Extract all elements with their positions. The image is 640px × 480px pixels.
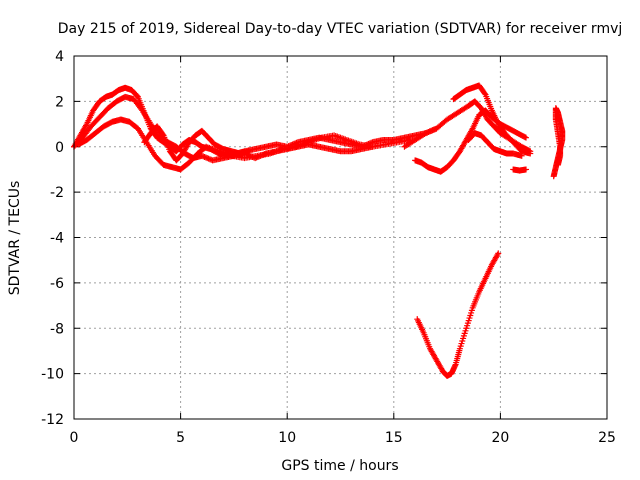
data-point [527, 150, 534, 157]
y-tick-label: -6 [50, 276, 64, 292]
y-tick-label: -10 [41, 367, 64, 383]
series-track-6 [412, 107, 529, 175]
y-tick-label: 2 [55, 94, 64, 110]
data-point [522, 166, 529, 173]
series-track-7 [450, 82, 534, 157]
plot-frame [73, 55, 608, 420]
data-point [159, 131, 166, 138]
tick-layer: 0 5 10 15 20 25 -12 -10 -8 -6 -4 -2 0 2 4 [41, 49, 616, 446]
x-tick-label: 5 [176, 430, 185, 446]
series-track-9 [510, 166, 529, 174]
series-track-4 [141, 123, 252, 164]
data-point [495, 250, 502, 257]
x-tick-label: 20 [491, 430, 509, 446]
data-layer [71, 82, 566, 379]
y-tick-label: 4 [55, 49, 64, 65]
x-tick-label: 15 [385, 430, 403, 446]
x-axis-label: GPS time / hours [281, 458, 398, 474]
data-point [518, 152, 525, 159]
y-axis-label: SDTVAR / TECUs [7, 181, 23, 296]
data-point [554, 161, 561, 168]
series-track-11 [414, 250, 502, 379]
x-tick-label: 25 [598, 430, 616, 446]
x-tick-label: 10 [278, 430, 296, 446]
series-track-10 [550, 105, 566, 180]
y-tick-label: -8 [50, 321, 64, 337]
data-point [481, 90, 488, 97]
y-tick-label: 0 [55, 140, 64, 156]
y-tick-label: -4 [50, 231, 64, 247]
grid-layer [74, 56, 607, 419]
chart-title: Day 215 of 2019, Sidereal Day-to-day VTE… [58, 21, 623, 37]
y-tick-label: -12 [41, 412, 64, 428]
y-tick-label: -2 [50, 185, 64, 201]
series-track-3 [75, 116, 414, 173]
data-point [245, 148, 252, 155]
series-track-8 [465, 130, 525, 159]
x-tick-label: 0 [70, 430, 79, 446]
data-point [522, 134, 529, 141]
